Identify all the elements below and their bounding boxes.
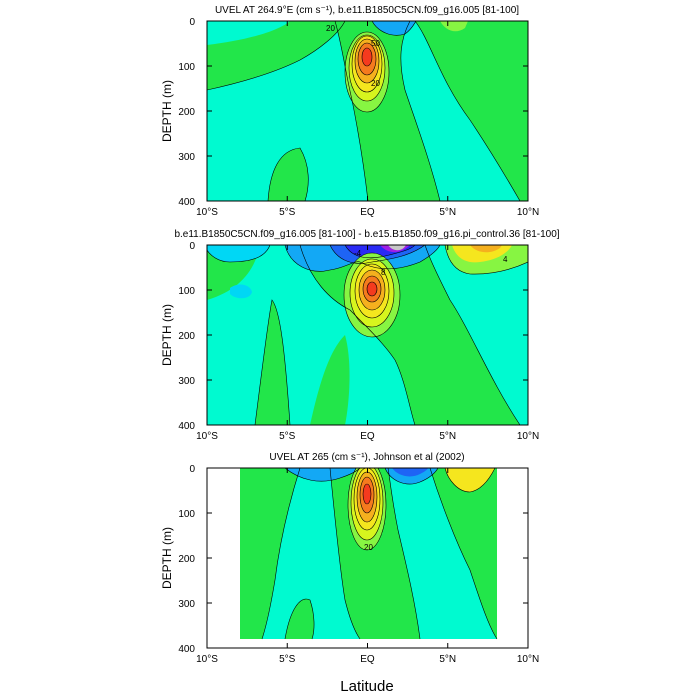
x-tick-label: 5°S	[279, 431, 296, 442]
panel-2-y-ticks: 0 100 200 300 400	[178, 241, 528, 432]
panel-2-y-axis-label: DEPTH (m)	[160, 304, 174, 366]
panel-2: b.e11.B1850C5CN.f09_g16.005 [81-100] - b…	[160, 229, 560, 442]
y-tick-label: 200	[178, 107, 195, 118]
x-axis-label: Latitude	[340, 678, 393, 695]
x-tick-label: EQ	[360, 654, 375, 665]
y-tick-label: 100	[178, 286, 195, 297]
panel-1-axes: 10°S 5°S EQ 5°N 10°N 0 100 200 300 400 DEPTH (m)	[160, 17, 539, 218]
panel-2-contours: -4 4 8	[207, 245, 528, 425]
y-tick-label: 100	[178, 62, 195, 73]
y-tick-label: 0	[189, 17, 195, 28]
x-tick-label: 5°S	[279, 654, 296, 665]
x-tick-label: EQ	[360, 431, 375, 442]
y-tick-label: 0	[189, 464, 195, 475]
x-tick-label: 10°S	[196, 431, 218, 442]
x-tick-label: 5°N	[439, 654, 456, 665]
panel-2-axes: 10°S 5°S EQ 5°N 10°N 0 100 200 300 400 DEPTH (m)	[160, 241, 539, 442]
panel-1-contours: 20 50 20	[207, 21, 528, 201]
panel-2-x-ticks: 10°S 5°S EQ 5°N 10°N	[196, 245, 539, 442]
panel-3-contours: 20	[207, 468, 528, 648]
panel-1-x-ticks: 10°S 5°S EQ 5°N 10°N	[196, 21, 539, 218]
y-tick-label: 0	[189, 241, 195, 252]
y-tick-label: 300	[178, 599, 195, 610]
y-tick-label: 200	[178, 331, 195, 342]
x-tick-label: 10°N	[517, 207, 539, 218]
x-tick-label: EQ	[360, 207, 375, 218]
panel-2-contour-label: 4	[503, 255, 508, 264]
y-tick-label: 300	[178, 376, 195, 387]
panel-3-x-ticks: 10°S 5°S EQ 5°N 10°N	[196, 468, 539, 665]
panel-1-contour-label: 50	[371, 39, 380, 48]
panel-1-y-ticks: 0 100 200 300 400	[178, 17, 528, 208]
panel-1-contour-label: 20	[326, 24, 335, 33]
panel-1-contour-label: 20	[371, 79, 380, 88]
y-tick-label: 300	[178, 152, 195, 163]
x-tick-label: 5°S	[279, 207, 296, 218]
panel-1-title: UVEL AT 264.9°E (cm s⁻¹), b.e11.B1850C5C…	[215, 5, 519, 16]
panel-2-title: b.e11.B1850C5CN.f09_g16.005 [81-100] - b…	[174, 229, 559, 240]
x-tick-label: 10°N	[517, 431, 539, 442]
x-tick-label: 10°S	[196, 654, 218, 665]
panel-3-y-axis-label: DEPTH (m)	[160, 527, 174, 589]
y-tick-label: 200	[178, 554, 195, 565]
panel-2-contour-label: 8	[381, 268, 386, 277]
y-tick-label: 400	[178, 421, 195, 432]
y-tick-label: 400	[178, 644, 195, 655]
x-tick-label: 5°N	[439, 207, 456, 218]
panel-3-contour-label: 20	[364, 543, 373, 552]
panel-3-title: UVEL AT 265 (cm s⁻¹), Johnson et al (200…	[269, 452, 464, 463]
panel-3-axes: 10°S 5°S EQ 5°N 10°N 0 100 200 300 400 DEPTH (m)	[160, 464, 539, 665]
panel-3: UVEL AT 265 (cm s⁻¹), Johnson et al (200…	[160, 452, 539, 665]
panel-1: UVEL AT 264.9°E (cm s⁻¹), b.e11.B1850C5C…	[160, 5, 539, 218]
panel-3-y-ticks: 0 100 200 300 400	[178, 464, 528, 655]
y-tick-label: 400	[178, 197, 195, 208]
panel-2-contour-label: -4	[354, 249, 362, 258]
x-tick-label: 10°S	[196, 207, 218, 218]
panel-1-y-axis-label: DEPTH (m)	[160, 80, 174, 142]
x-tick-label: 10°N	[517, 654, 539, 665]
y-tick-label: 100	[178, 509, 195, 520]
x-tick-label: 5°N	[439, 431, 456, 442]
